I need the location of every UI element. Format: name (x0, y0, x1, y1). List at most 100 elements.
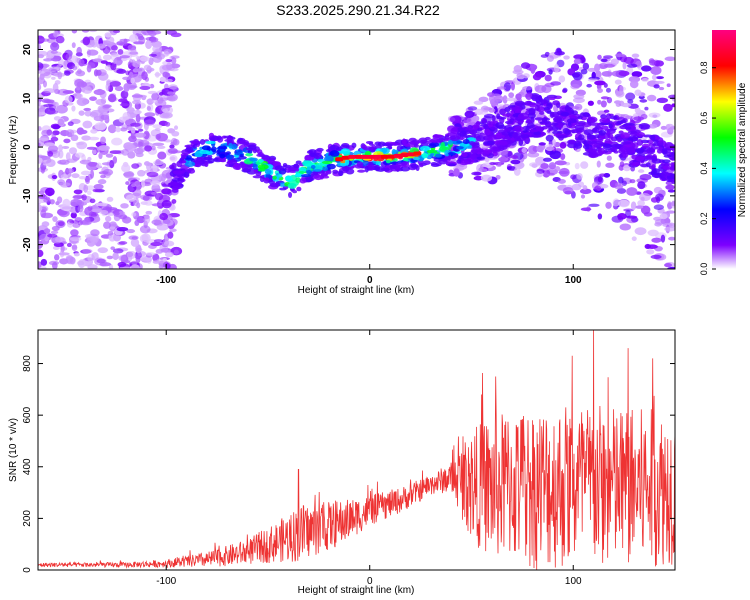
heatmap-cell (471, 125, 480, 130)
heatmap-cell (152, 164, 158, 173)
heatmap-cell (40, 165, 46, 174)
heatmap-cell (440, 142, 445, 149)
heatmap-cell (152, 124, 163, 129)
heatmap-cell (402, 157, 409, 162)
heatmap-cell (164, 235, 169, 245)
heatmap-cell (47, 66, 60, 72)
heatmap-cell (131, 163, 140, 169)
heatmap-cell (54, 80, 61, 85)
heatmap-cell (423, 160, 431, 165)
heatmap-cell (587, 100, 594, 106)
heatmap-cell (226, 154, 233, 161)
heatmap-cell (92, 188, 100, 193)
heatmap-cell (98, 152, 103, 160)
heatmap-cell (171, 177, 183, 182)
heatmap-cell (526, 122, 535, 129)
heatmap-cell (63, 138, 71, 144)
heatmap-cell (559, 167, 570, 177)
heatmap-cell (53, 30, 59, 38)
heatmap-cell (152, 142, 165, 146)
heatmap-cell (65, 152, 71, 161)
heatmap-cell (117, 98, 128, 103)
heatmap-cell (313, 169, 322, 172)
heatmap-cell (162, 71, 169, 78)
heatmap-cell (666, 178, 673, 183)
heatmap-cell (516, 72, 524, 79)
heatmap-cell (592, 127, 600, 134)
heatmap-cell (88, 136, 100, 141)
heatmap-cell (365, 140, 374, 145)
heatmap-cell (199, 149, 210, 155)
y-tick-label: -10 (22, 188, 33, 203)
heatmap-cell (321, 160, 333, 165)
heatmap-cell (548, 162, 557, 170)
heatmap-cell (648, 123, 658, 129)
heatmap-cell (111, 137, 123, 146)
heatmap-cell (155, 132, 168, 142)
heatmap-cell (47, 233, 58, 238)
heatmap-cell (136, 247, 143, 252)
heatmap-cell (540, 99, 549, 105)
heatmap-cell (544, 120, 552, 128)
heatmap-cell (123, 83, 130, 92)
heatmap-cell (502, 113, 513, 117)
heatmap-cell (473, 100, 484, 105)
heatmap-cell (438, 159, 448, 165)
heatmap-cell (628, 75, 641, 83)
heatmap-cell (468, 129, 478, 135)
heatmap-cell (629, 131, 640, 137)
heatmap-cell (114, 211, 120, 216)
heatmap-cell (557, 178, 566, 184)
heatmap-cell (385, 159, 391, 164)
heatmap-cell (596, 160, 601, 168)
heatmap-cell (641, 143, 650, 148)
heatmap-cell (102, 54, 112, 61)
heatmap-cell (152, 45, 163, 53)
heatmap-cell (586, 83, 592, 88)
heatmap-cell (141, 233, 151, 243)
heatmap-cell (118, 241, 128, 245)
heatmap-cell (151, 191, 158, 196)
heatmap-cell (575, 122, 586, 127)
heatmap-cell (130, 238, 140, 247)
heatmap-cell (288, 191, 293, 199)
heatmap-cell (123, 142, 134, 151)
heatmap-cell (129, 34, 139, 43)
heatmap-cell (274, 165, 285, 172)
heatmap-cell (170, 32, 182, 38)
heatmap-cell (665, 184, 675, 190)
heatmap-cell (41, 129, 52, 137)
heatmap-cell (143, 215, 151, 224)
heatmap-cell (533, 131, 542, 136)
heatmap-cell (603, 109, 610, 113)
heatmap-cell (647, 229, 659, 237)
heatmap-cell (574, 162, 580, 170)
heatmap-cell (570, 174, 577, 180)
heatmap-cell (162, 108, 168, 114)
heatmap-cell (57, 88, 70, 96)
heatmap-cell (257, 151, 264, 157)
heatmap-cell (656, 148, 663, 154)
heatmap-cell (65, 129, 75, 138)
heatmap-cell (653, 139, 659, 144)
heatmap-cell (153, 239, 164, 243)
heatmap-cell (73, 189, 83, 195)
heatmap-cell (480, 123, 489, 127)
heatmap-cell (120, 203, 129, 209)
heatmap-cell (261, 154, 270, 159)
heatmap-cell (123, 172, 134, 177)
heatmap-cell (385, 143, 393, 147)
heatmap-cell (310, 164, 316, 169)
heatmap-cell (605, 162, 615, 168)
heatmap-cell (600, 125, 609, 130)
heatmap-cell (97, 247, 109, 254)
heatmap-cell (508, 92, 515, 98)
heatmap-cell (39, 73, 45, 80)
heatmap-cell (121, 148, 129, 156)
heatmap-cell (149, 83, 155, 89)
heatmap-cell (655, 76, 664, 80)
heatmap-cell (121, 57, 128, 62)
heatmap-cell (476, 156, 485, 160)
heatmap-cell (490, 146, 499, 153)
